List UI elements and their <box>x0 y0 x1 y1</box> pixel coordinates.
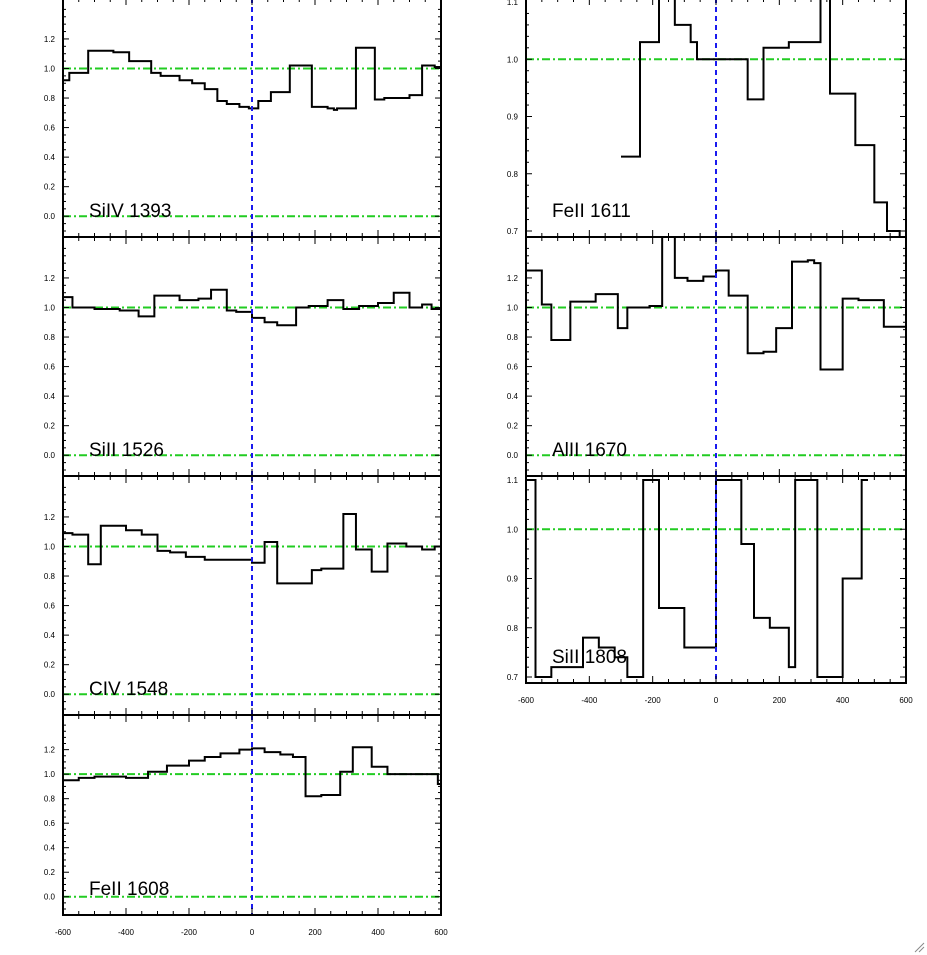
y-tick-label: 0.0 <box>44 893 56 902</box>
y-tick-label: 0.7 <box>507 673 519 682</box>
x-tick-label: 0 <box>250 928 255 937</box>
panel-label: SiII 1808 <box>552 647 627 668</box>
x-tick-label: -600 <box>518 696 535 705</box>
y-tick-label: 0.6 <box>44 124 56 133</box>
y-tick-label: 1.2 <box>44 274 56 283</box>
y-tick-label: 0.2 <box>44 661 56 670</box>
spectrum-panel: 0.0 0.2 0.4 0.6 0.8 1.0 1.2 -600 -400 -200 0 200 400… <box>44 714 448 937</box>
spectrum-panel: 0.0 0.2 0.4 0.6 0.8 1.0 1.2 SiIV 1393 <box>44 0 442 238</box>
x-tick-label: 400 <box>371 928 385 937</box>
y-tick-label: 0.9 <box>507 575 519 584</box>
y-tick-label: 0.9 <box>507 113 519 122</box>
spectrum-panel: 0.0 0.2 0.4 0.6 0.8 1.0 1.2 AlII 1670 <box>507 236 907 477</box>
y-tick-label: 1.1 <box>507 0 519 7</box>
y-tick-label: 0.2 <box>44 183 56 192</box>
spectrum-line <box>63 746 441 798</box>
y-tick-label: 0.0 <box>44 451 56 460</box>
y-tick-label: 0.2 <box>44 422 56 431</box>
x-tick-label: -200 <box>645 696 662 705</box>
x-tick-label: -400 <box>581 696 598 705</box>
y-tick-label: 1.0 <box>507 55 519 64</box>
y-tick-label: 0.8 <box>44 94 56 103</box>
y-tick-label: 1.0 <box>507 303 519 312</box>
y-tick-label: 0.0 <box>44 212 56 221</box>
resize-grip-icon[interactable] <box>913 941 925 953</box>
y-tick-label: 0.4 <box>507 392 519 401</box>
y-tick-label: 0.6 <box>44 602 56 611</box>
y-tick-label: 0.0 <box>507 451 519 460</box>
y-tick-label: 0.4 <box>44 631 56 640</box>
y-tick-label: 0.8 <box>44 333 56 342</box>
x-tick-label: 600 <box>899 696 913 705</box>
y-tick-label: 0.4 <box>44 844 56 853</box>
y-tick-label: 0.2 <box>507 422 519 431</box>
y-tick-label: 1.0 <box>44 770 56 779</box>
x-tick-label: -200 <box>181 928 198 937</box>
y-tick-label: 0.6 <box>507 363 519 372</box>
spectrum-panel: 0.0 0.2 0.4 0.6 0.8 1.0 1.2 SiII 1526 <box>44 236 442 477</box>
y-tick-label: 0.8 <box>507 170 519 179</box>
x-tick-label: -600 <box>55 928 72 937</box>
panel-label: FeII 1608 <box>89 879 169 900</box>
spectrum-panel: 0.0 0.2 0.4 0.6 0.8 1.0 1.2 CIV 1548 <box>44 475 442 716</box>
y-tick-label: 0.8 <box>44 572 56 581</box>
y-tick-label: 1.0 <box>44 542 56 551</box>
y-tick-label: 1.0 <box>507 525 519 534</box>
spectrum-line <box>63 46 441 111</box>
y-tick-label: 1.2 <box>507 274 519 283</box>
panel-label: FeII 1611 <box>552 201 631 222</box>
y-tick-label: 1.2 <box>44 746 56 755</box>
y-tick-label: 0.7 <box>507 227 519 236</box>
y-tick-label: 1.1 <box>507 476 519 485</box>
y-tick-label: 0.2 <box>44 868 56 877</box>
x-tick-label: 600 <box>434 928 448 937</box>
y-tick-label: 0.6 <box>44 363 56 372</box>
panel-label: AlII 1670 <box>552 440 627 461</box>
spectrum-line <box>63 288 441 327</box>
y-tick-label: 1.2 <box>44 513 56 522</box>
y-tick-label: 0.4 <box>44 392 56 401</box>
spectrum-line <box>621 0 906 237</box>
y-tick-label: 1.0 <box>44 303 56 312</box>
y-tick-label: 1.2 <box>44 35 56 44</box>
y-tick-label: 0.8 <box>44 795 56 804</box>
x-tick-label: 0 <box>714 696 719 705</box>
panel-label: SiII 1526 <box>89 440 164 461</box>
x-tick-label: -400 <box>118 928 135 937</box>
x-tick-label: 400 <box>836 696 850 705</box>
panel-label: CIV 1548 <box>89 679 168 700</box>
y-tick-label: 0.8 <box>507 624 519 633</box>
y-tick-label: 0.8 <box>507 333 519 342</box>
spectrum-panel: 0.7 0.8 0.9 1.0 1.1 -600 -400 -200 0 200 400 600 SiI… <box>507 475 913 705</box>
spectrum-line <box>63 512 441 585</box>
spectrum-line <box>526 237 906 371</box>
y-tick-label: 0.6 <box>44 819 56 828</box>
x-tick-label: 200 <box>308 928 322 937</box>
y-tick-label: 0.4 <box>44 153 56 162</box>
spectrum-panel: 0.7 0.8 0.9 1.0 1.1 FeII 1611 <box>507 0 907 238</box>
panel-label: SiIV 1393 <box>89 201 171 222</box>
y-tick-label: 0.0 <box>44 690 56 699</box>
x-tick-label: 200 <box>773 696 787 705</box>
spectrum-line <box>526 479 868 678</box>
y-tick-label: 1.0 <box>44 64 56 73</box>
